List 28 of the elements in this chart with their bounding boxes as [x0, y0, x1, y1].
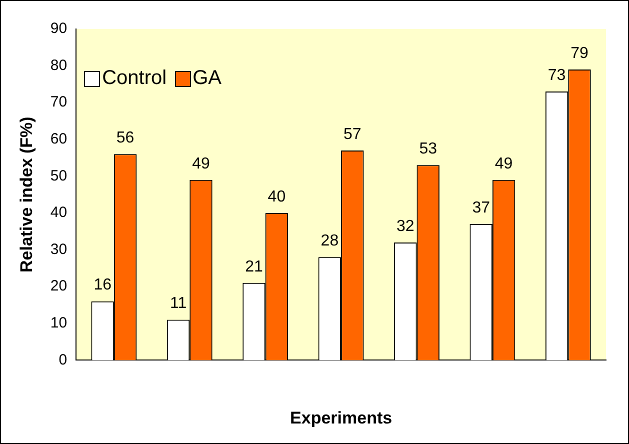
data-label: 16 [94, 276, 112, 294]
legend-label: GA [192, 67, 222, 90]
data-label: 57 [344, 126, 362, 143]
data-label: 11 [170, 295, 187, 312]
data-label: 49 [192, 155, 210, 172]
data-label: 37 [472, 199, 490, 216]
data-label: 56 [116, 130, 134, 147]
y-tick-label: 50 [50, 167, 68, 184]
y-tick-label: 20 [50, 278, 68, 295]
data-label: 73 [548, 66, 566, 84]
data-label: 49 [494, 155, 513, 172]
data-label: 21 [245, 258, 263, 276]
data-label: 40 [268, 188, 286, 206]
data-label: 28 [320, 232, 339, 250]
y-tick-label: 40 [50, 204, 68, 222]
y-tick-label: 80 [50, 56, 68, 74]
y-tick-label: 10 [50, 314, 68, 332]
y-tick-label: 0 [58, 351, 68, 368]
data-label: 79 [570, 44, 589, 62]
data-label: 53 [419, 140, 438, 158]
legend-label: Control [102, 67, 167, 90]
y-axis-title: Relative index (F%) [16, 116, 36, 273]
y-tick-label: 60 [50, 130, 68, 148]
y-tick-label: 90 [50, 20, 68, 38]
y-tick-label: 70 [50, 94, 68, 111]
x-axis-title: Experiments [290, 408, 392, 428]
y-tick-label: 30 [50, 240, 68, 258]
data-label: 32 [396, 218, 414, 235]
